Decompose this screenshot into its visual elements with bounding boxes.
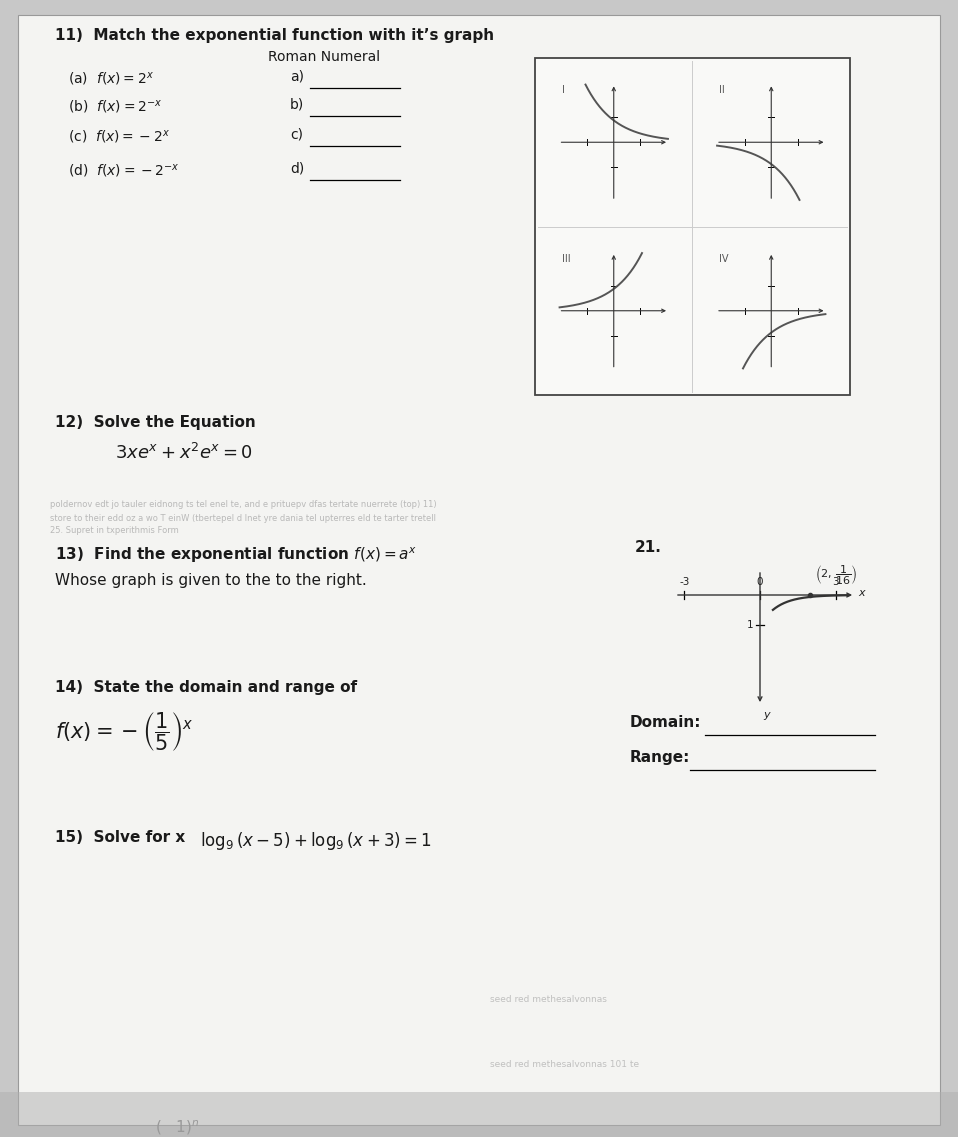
Text: $f(x) = -\left(\dfrac{1}{5}\right)^x$: $f(x) = -\left(\dfrac{1}{5}\right)^x$ — [55, 709, 194, 753]
Text: (a)  $f(x) = 2^x$: (a) $f(x) = 2^x$ — [68, 70, 154, 88]
Text: 25. Supret in txperithmis Form: 25. Supret in txperithmis Form — [50, 526, 179, 536]
Text: seed red methesalvonnas 101 te: seed red methesalvonnas 101 te — [490, 1060, 639, 1069]
Text: IV: IV — [719, 254, 728, 264]
Text: 13)  Find the exponential function $f(x)=a^x$: 13) Find the exponential function $f(x)=… — [55, 545, 418, 565]
Text: I: I — [561, 85, 564, 96]
Text: 12)  Solve the Equation: 12) Solve the Equation — [55, 415, 256, 430]
Text: 21.: 21. — [635, 540, 662, 555]
Text: seed red methesalvonnas: seed red methesalvonnas — [490, 995, 606, 1004]
Text: $\left(2,\,\dfrac{1}{16}\right)$: $\left(2,\,\dfrac{1}{16}\right)$ — [815, 564, 858, 587]
Text: store to their edd oz a wo T einW (tbertepel d lnet yre dania tel upterres eld t: store to their edd oz a wo T einW (tbert… — [50, 514, 436, 523]
Text: Range:: Range: — [630, 750, 691, 765]
Text: a): a) — [290, 70, 304, 84]
Text: II: II — [719, 85, 725, 96]
Text: b): b) — [290, 98, 305, 113]
Text: 11)  Match the exponential function with it’s graph: 11) Match the exponential function with … — [55, 28, 494, 43]
Text: Roman Numeral: Roman Numeral — [268, 50, 380, 64]
Text: Domain:: Domain: — [630, 715, 701, 730]
Text: 15)  Solve for x: 15) Solve for x — [55, 830, 185, 845]
Text: $3xe^x + x^2e^x = 0$: $3xe^x + x^2e^x = 0$ — [115, 443, 253, 463]
Text: $\left(\quad 1\right)^n$: $\left(\quad 1\right)^n$ — [155, 1118, 199, 1137]
Text: 0: 0 — [757, 576, 764, 587]
Text: (d)  $f(x) = -2^{-x}$: (d) $f(x) = -2^{-x}$ — [68, 161, 179, 179]
Text: y: y — [763, 709, 769, 720]
Text: Whose graph is given to the to the right.: Whose graph is given to the to the right… — [55, 573, 367, 588]
Text: 14)  State the domain and range of: 14) State the domain and range of — [55, 680, 357, 695]
FancyBboxPatch shape — [18, 15, 940, 1124]
Text: d): d) — [290, 161, 305, 176]
FancyBboxPatch shape — [535, 58, 850, 395]
Text: x: x — [858, 588, 865, 598]
Text: 3: 3 — [833, 576, 839, 587]
Text: -3: -3 — [679, 576, 690, 587]
Text: (b)  $f(x) = 2^{-x}$: (b) $f(x) = 2^{-x}$ — [68, 98, 162, 115]
Text: c): c) — [290, 128, 303, 142]
FancyBboxPatch shape — [0, 1092, 958, 1137]
Text: III: III — [561, 254, 570, 264]
Text: $\log_9(x-5) + \log_9(x+3) = 1$: $\log_9(x-5) + \log_9(x+3) = 1$ — [200, 830, 432, 852]
Text: (c)  $f(x) = -2^x$: (c) $f(x) = -2^x$ — [68, 128, 171, 146]
Text: 1: 1 — [746, 621, 753, 630]
Text: poldernov edt jo tauler eidnong ts tel enel te, and e prituepv dfas tertate nuer: poldernov edt jo tauler eidnong ts tel e… — [50, 500, 437, 509]
